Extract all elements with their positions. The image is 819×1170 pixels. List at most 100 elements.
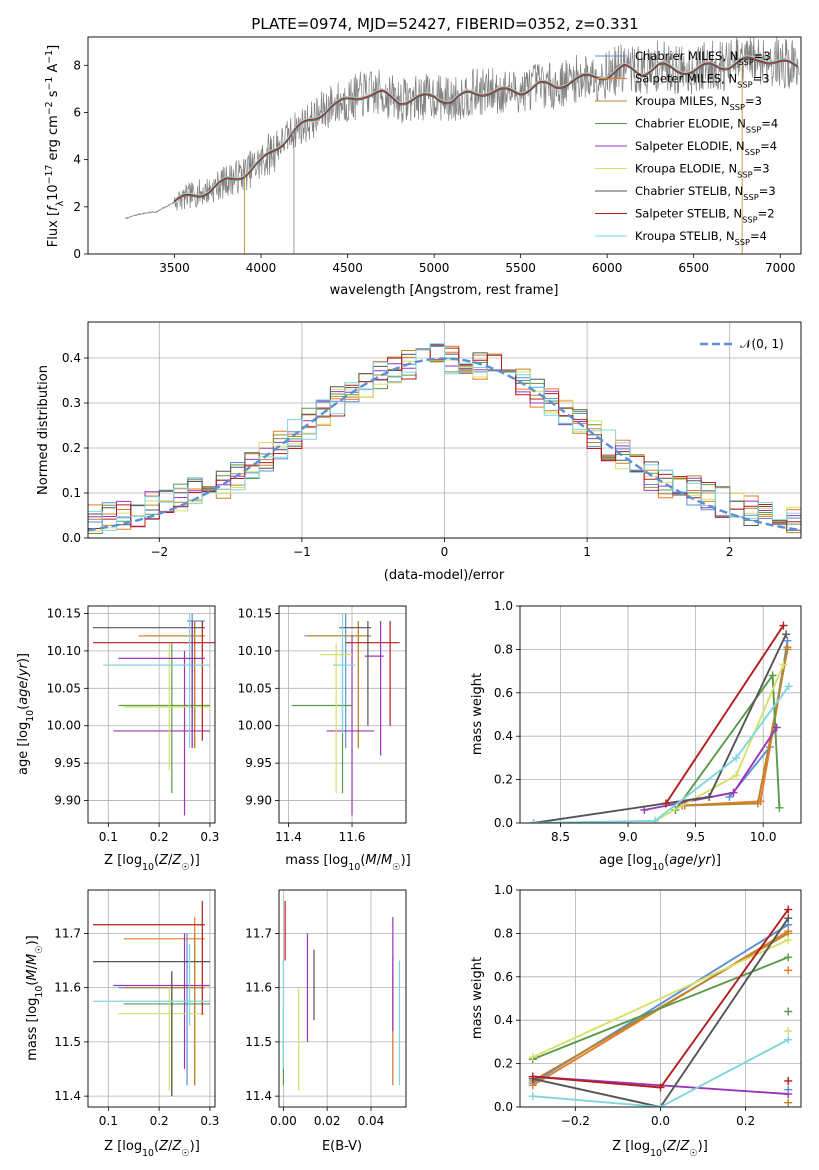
label-part: ] bbox=[46, 45, 61, 50]
spectrum-panel: 3500 4000 4500 5000 5500 6000 6500 7000 0 2 4 6 8 wav… bbox=[44, 36, 802, 298]
label-part: SSP bbox=[746, 125, 761, 135]
y-tick-label: 0.0 bbox=[62, 531, 81, 545]
label-part: Z bbox=[158, 1139, 169, 1154]
weight-line-salpeter-stelib bbox=[665, 624, 785, 805]
y-tick-label: 1.0 bbox=[494, 599, 513, 613]
model-spectrum-chabrier-stelib bbox=[174, 57, 798, 203]
label-part: Z bbox=[666, 1139, 677, 1154]
label-part: )] bbox=[190, 1139, 200, 1154]
label-part: −17 bbox=[44, 165, 55, 185]
y-axis-label: age [log10(age/yr)] bbox=[16, 653, 36, 775]
label-part: SSP bbox=[730, 102, 745, 112]
x-tick-label: −2 bbox=[150, 545, 168, 559]
y-tick-label: 6 bbox=[73, 105, 81, 119]
label-part: )] bbox=[190, 853, 200, 868]
y-axis-label: Flux [fλ10−17 erg cm−2 s−1 A−1] bbox=[44, 45, 66, 247]
label-part: 10 bbox=[142, 1148, 154, 1159]
x-tick-label: 6500 bbox=[678, 261, 709, 275]
label-part: SSP bbox=[738, 57, 753, 67]
label-part: Z bbox=[158, 853, 169, 868]
y-tick-label: 0.1 bbox=[62, 486, 81, 500]
normal-curve bbox=[88, 357, 801, 532]
y-tick-label: 11.6 bbox=[245, 981, 272, 995]
plot-area bbox=[282, 900, 401, 1091]
legend-label: Kroupa STELIB, NSSP=4 bbox=[635, 229, 767, 247]
x-axis-label: age [log10(age/yr)] bbox=[599, 853, 721, 873]
label-part: N bbox=[737, 117, 746, 131]
label-part: =4 bbox=[761, 117, 778, 131]
axes-frame bbox=[87, 889, 216, 1108]
plot-area bbox=[291, 613, 400, 816]
label-part: / bbox=[693, 853, 698, 868]
axes-frame bbox=[87, 321, 802, 539]
label-part: yr bbox=[697, 853, 713, 868]
label-part: ( bbox=[154, 1139, 159, 1154]
label-part: Chabrier STELIB, bbox=[635, 184, 735, 198]
x-axis-label: E(B-V) bbox=[322, 1139, 362, 1154]
label-part: )] bbox=[401, 853, 411, 868]
label-part: N bbox=[736, 139, 745, 153]
label-part: / bbox=[168, 853, 173, 868]
y-tick-label: 0.8 bbox=[494, 926, 513, 940]
x-axis-label: mass [log10(M/M☉)] bbox=[285, 853, 411, 873]
x-axis-label: Z [log10(Z/Z☉)] bbox=[104, 853, 200, 873]
x-tick-label: 10.0 bbox=[750, 830, 777, 844]
label-part: Flux [ bbox=[46, 211, 61, 247]
y-tick-label: 10.15 bbox=[238, 606, 272, 620]
y-tick-label: 0.2 bbox=[494, 1057, 513, 1071]
y-tick-label: 10.10 bbox=[238, 644, 272, 658]
y-tick-label: 10.05 bbox=[238, 681, 272, 695]
label-part: SSP bbox=[745, 147, 760, 157]
label-part: Z [log bbox=[104, 1139, 142, 1154]
y-axis-label: Normed distribution bbox=[36, 365, 51, 495]
label-part: (0, 1) bbox=[752, 337, 784, 351]
y-tick-label: 11.7 bbox=[54, 926, 81, 940]
axes-frame bbox=[278, 605, 407, 824]
x-tick-label: 0.2 bbox=[150, 830, 169, 844]
label-part: λ bbox=[55, 200, 66, 206]
y-tick-label: 10.00 bbox=[238, 719, 272, 733]
y-tick-label: 9.95 bbox=[54, 756, 81, 770]
label-part: 10 bbox=[34, 986, 45, 998]
x-tick-label: 0.1 bbox=[99, 1114, 118, 1128]
label-part: )] bbox=[16, 653, 31, 663]
legend-label: 𝒩(0, 1) bbox=[740, 337, 784, 351]
label-part: ( bbox=[154, 853, 159, 868]
y-tick-label: 0.3 bbox=[62, 396, 81, 410]
label-part: −2 bbox=[44, 101, 55, 115]
weight-line-chabrier-elodie bbox=[532, 956, 789, 1061]
label-part: Salpeter ELODIE, bbox=[635, 139, 736, 153]
x-tick-label: 5500 bbox=[505, 261, 536, 275]
y-tick-label: 10.05 bbox=[47, 681, 81, 695]
y-tick-label: 0.4 bbox=[494, 729, 513, 743]
y-tick-label: 0.6 bbox=[494, 970, 513, 984]
legend-label: Chabrier ELODIE, NSSP=4 bbox=[635, 117, 778, 135]
label-part: 10 bbox=[650, 1148, 662, 1159]
x-tick-label: 6000 bbox=[592, 261, 623, 275]
label-part: mass [log bbox=[285, 853, 348, 868]
label-part: =4 bbox=[760, 139, 777, 153]
age-vs-z-panel: 0.1 0.2 0.3 9.90 9.95 10.00 10.05 10.10 10.15 Z [… bbox=[16, 605, 219, 873]
label-part: 𝒩 bbox=[740, 337, 754, 351]
label-part: ( bbox=[360, 853, 365, 868]
legend-label: Salpeter STELIB, NSSP=2 bbox=[635, 207, 775, 225]
x-tick-label: 4000 bbox=[246, 261, 277, 275]
label-part: SSP bbox=[742, 215, 757, 225]
label-part: =3 bbox=[759, 184, 776, 198]
y-tick-label: 8 bbox=[73, 58, 81, 72]
label-part: )] bbox=[698, 1139, 708, 1154]
x-tick-label: 2 bbox=[726, 545, 734, 559]
label-part: / bbox=[377, 853, 382, 868]
label-part: erg cm bbox=[46, 115, 61, 164]
label-part: Kroupa MILES, bbox=[635, 94, 721, 108]
label-part: N bbox=[721, 94, 730, 108]
model-spectrum-kroupa-stelib bbox=[174, 55, 798, 201]
label-part: SSP bbox=[737, 170, 752, 180]
label-part: SSP bbox=[737, 80, 752, 90]
label-part: =2 bbox=[758, 207, 775, 221]
x-axis-label: wavelength [Angstrom, rest frame] bbox=[330, 283, 559, 298]
label-part: 10 bbox=[46, 184, 61, 201]
label-part: / bbox=[168, 1139, 173, 1154]
label-part: =4 bbox=[750, 229, 767, 243]
y-tick-label: 11.4 bbox=[54, 1089, 81, 1103]
